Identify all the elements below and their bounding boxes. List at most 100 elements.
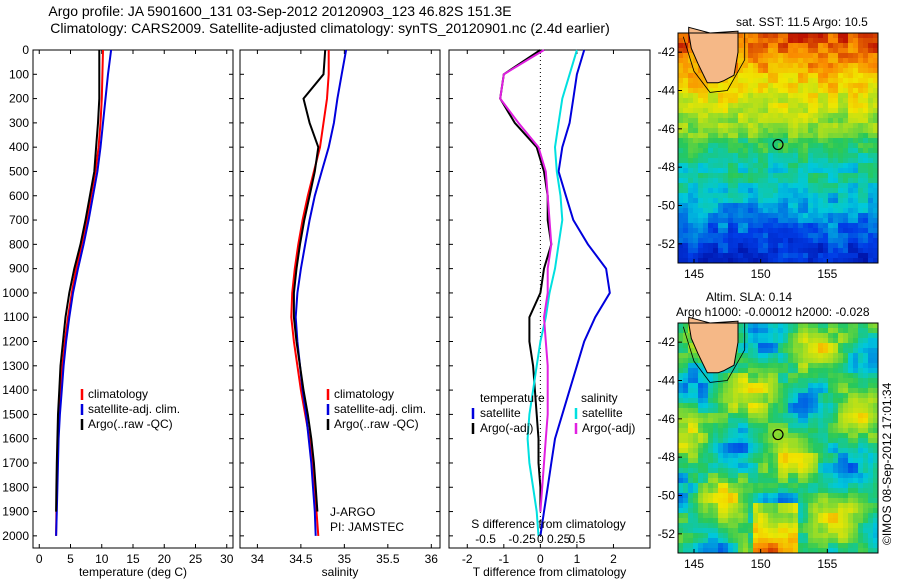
temperature-frame bbox=[32, 49, 234, 549]
depth-tick-label: 1800 bbox=[2, 480, 29, 494]
legend-label: Argo(..raw -QC) bbox=[334, 417, 419, 431]
map-y-tick-label: -52 bbox=[658, 527, 676, 541]
isobath-contour bbox=[682, 33, 746, 93]
depth-tick-label: 800 bbox=[9, 237, 29, 251]
land-tasmania bbox=[688, 316, 739, 374]
x-tick-label: 25 bbox=[189, 552, 203, 566]
x-tick-label: 0 bbox=[537, 552, 544, 566]
series-argo-adj- bbox=[499, 49, 553, 512]
x-tick-label: 36 bbox=[425, 552, 439, 566]
map-x-tick-label: 145 bbox=[684, 557, 704, 571]
depth-tick-label: 1400 bbox=[2, 383, 29, 397]
sla-map-subtitle: Argo h1000: -0.00012 h2000: -0.028 bbox=[676, 305, 870, 319]
legend-label: satellite bbox=[480, 406, 521, 420]
series-argo-raw-qc- bbox=[292, 49, 327, 512]
x-tick-label: 1 bbox=[574, 552, 581, 566]
salinity-diff-tick-label: -0.25 bbox=[508, 532, 536, 546]
sla_map-frame bbox=[677, 322, 879, 554]
map-x-tick-label: 150 bbox=[751, 267, 771, 281]
depth-tick-label: 100 bbox=[9, 67, 29, 81]
map-y-tick-label: -44 bbox=[658, 84, 676, 98]
series-satellite bbox=[539, 49, 611, 537]
x-tick-label: 5 bbox=[67, 552, 74, 566]
legend-title-salinity: salinity bbox=[581, 391, 618, 405]
panel-temperature bbox=[32, 49, 234, 549]
map-x-tick-label: 145 bbox=[684, 267, 704, 281]
x-tick-label: 34.5 bbox=[289, 552, 313, 566]
x-tick-label: 34 bbox=[251, 552, 265, 566]
depth-tick-label: 700 bbox=[9, 213, 29, 227]
x-tick-label: 30 bbox=[220, 552, 234, 566]
x-tick-label: -1 bbox=[498, 552, 509, 566]
legend-label: climatology bbox=[88, 387, 148, 401]
depth-tick-label: 600 bbox=[9, 189, 29, 203]
map-y-tick-label: -50 bbox=[658, 199, 676, 213]
depth-tick-label: 900 bbox=[9, 262, 29, 276]
depth-tick-label: 1600 bbox=[2, 432, 29, 446]
pi-annotation: J-ARGO bbox=[330, 505, 375, 519]
sst_map-frame bbox=[677, 32, 879, 264]
panel-difference bbox=[448, 49, 651, 549]
salinity-diff-tick-label: 0.25 bbox=[547, 532, 571, 546]
map-x-tick-label: 150 bbox=[751, 557, 771, 571]
isobath-contour bbox=[682, 323, 746, 383]
difference-xlabel: T difference from climatology bbox=[473, 565, 627, 579]
map-x-tick-label: 155 bbox=[817, 557, 837, 571]
series-argo-adj- bbox=[499, 49, 553, 512]
temperature-xlabel: temperature (deg C) bbox=[79, 565, 187, 579]
argo-float-marker bbox=[772, 138, 784, 151]
map-y-tick-label: -50 bbox=[658, 489, 676, 503]
depth-tick-label: 200 bbox=[9, 92, 29, 106]
salinity-frame bbox=[239, 49, 441, 549]
series-satellite-adj-clim- bbox=[55, 49, 113, 536]
x-tick-label: 10 bbox=[95, 552, 109, 566]
x-tick-label: 0 bbox=[36, 552, 43, 566]
x-tick-label: 15 bbox=[126, 552, 140, 566]
legend-label: climatology bbox=[334, 387, 394, 401]
salinity-diff-tick-label: -0.5 bbox=[475, 532, 496, 546]
legend-label: Argo(-adj) bbox=[480, 421, 533, 435]
map-y-tick-label: -52 bbox=[658, 237, 676, 251]
series-satellite-adj-clim- bbox=[294, 49, 348, 536]
depth-tick-label: 1200 bbox=[2, 335, 29, 349]
x-tick-label: -2 bbox=[462, 552, 473, 566]
depth-tick-label: 2000 bbox=[2, 529, 29, 543]
legend-label: Argo(..raw -QC) bbox=[88, 417, 173, 431]
depth-tick-label: 1500 bbox=[2, 407, 29, 421]
depth-tick-label: 1100 bbox=[3, 310, 29, 324]
map-x-tick-label: 155 bbox=[817, 267, 837, 281]
depth-tick-label: 1700 bbox=[2, 456, 29, 470]
map-y-tick-label: -42 bbox=[658, 45, 676, 59]
x-tick-label: 35 bbox=[338, 552, 352, 566]
salinity-diff-tick-label: 0.5 bbox=[569, 532, 586, 546]
pi-annotation: PI: JAMSTEC bbox=[330, 520, 404, 534]
map-y-tick-label: -48 bbox=[658, 450, 676, 464]
x-tick-label: 35.5 bbox=[376, 552, 400, 566]
series-argo-raw-qc- bbox=[55, 50, 101, 512]
depth-tick-label: 300 bbox=[9, 116, 29, 130]
legend-label: satellite-adj. clim. bbox=[88, 402, 180, 416]
salinity-xlabel: salinity bbox=[322, 565, 359, 579]
panel-salinity bbox=[239, 49, 441, 549]
x-tick-label: 2 bbox=[610, 552, 617, 566]
legend-label: Argo(-adj) bbox=[582, 421, 635, 435]
title-line-1: Argo profile: JA 5901600_131 03-Sep-2012… bbox=[48, 3, 512, 19]
title-line-2: Climatology: CARS2009. Satellite-adjuste… bbox=[50, 20, 610, 36]
salinity-diff-tick-label: 0 bbox=[537, 532, 544, 546]
depth-tick-label: 1300 bbox=[2, 359, 29, 373]
depth-tick-label: 1900 bbox=[2, 505, 29, 519]
legend-label: satellite-adj. clim. bbox=[334, 402, 426, 416]
land-tasmania bbox=[688, 26, 739, 84]
depth-tick-label: 500 bbox=[9, 164, 29, 178]
depth-tick-label: 0 bbox=[22, 43, 29, 57]
map-y-tick-label: -48 bbox=[658, 160, 676, 174]
legend-label: satellite bbox=[582, 406, 623, 420]
depth-tick-label: 1000 bbox=[2, 286, 29, 300]
map-sla_map bbox=[677, 316, 879, 554]
series-satellite bbox=[526, 49, 578, 536]
depth-tick-label: 400 bbox=[9, 140, 29, 154]
map-y-tick-label: -42 bbox=[658, 335, 676, 349]
map-y-tick-label: -46 bbox=[658, 412, 676, 426]
map-y-tick-label: -46 bbox=[658, 122, 676, 136]
